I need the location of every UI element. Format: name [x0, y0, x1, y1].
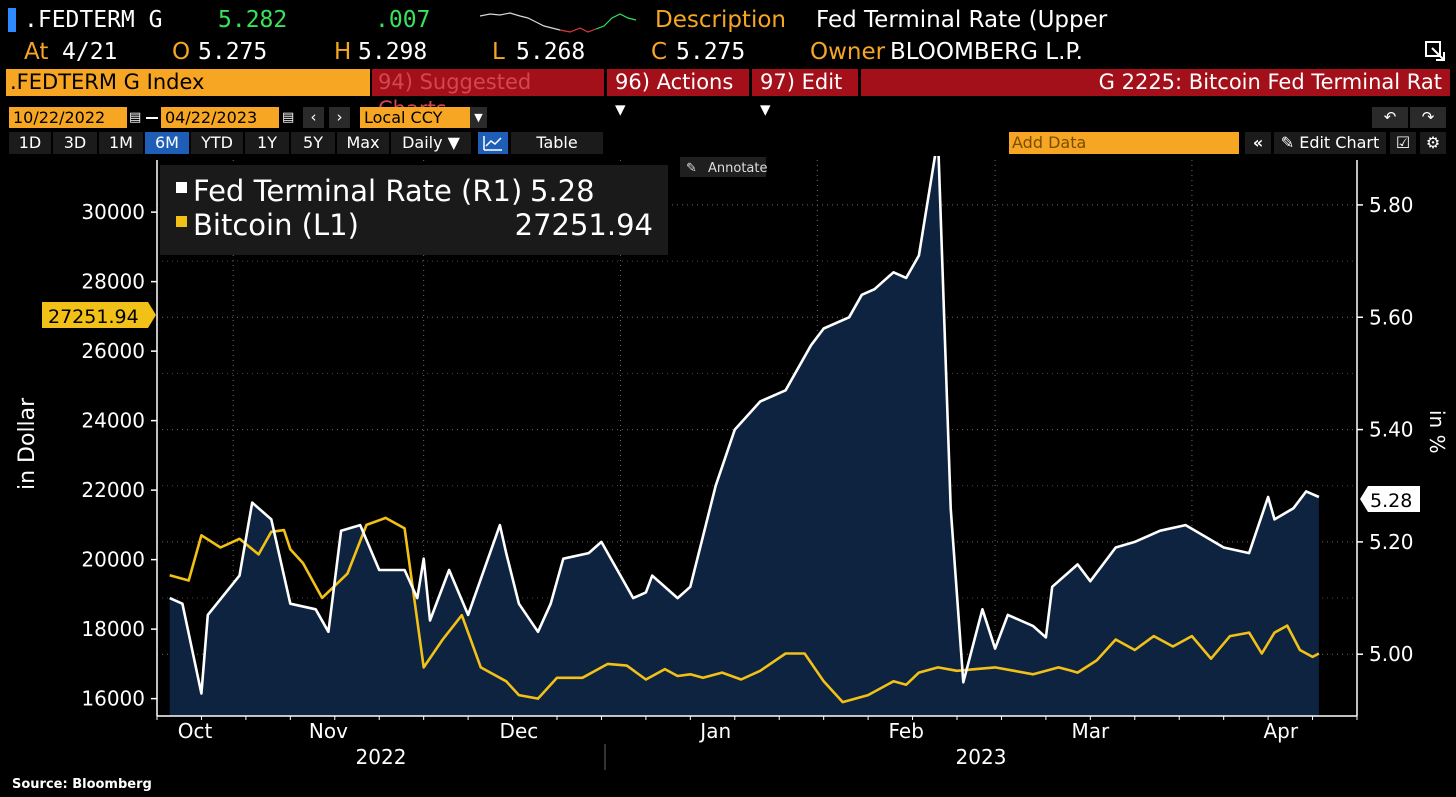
x-month-label: Oct	[178, 719, 213, 743]
currency-select[interactable]: Local CCY	[360, 107, 470, 128]
last-bitcoin-tag-bg	[42, 302, 156, 328]
pencil-icon: ✎	[1280, 133, 1295, 152]
add-data-input[interactable]: Add Data	[1009, 132, 1239, 154]
range-max[interactable]: Max	[337, 132, 389, 154]
left-tick-label: 16000	[81, 687, 145, 711]
edit-menu[interactable]: 97) Edit ▾	[752, 69, 858, 121]
end-calendar-icon[interactable]: ▤	[282, 110, 295, 125]
annotate-label[interactable]: Annotate	[708, 161, 767, 176]
range-ytd[interactable]: YTD	[191, 132, 243, 154]
annotate-button[interactable]	[680, 157, 766, 177]
actions-menu[interactable]: 96) Actions ▾	[607, 69, 749, 121]
description-value: Fed Terminal Rate (Upper	[816, 7, 1108, 33]
right-tick-label: 5.00	[1369, 642, 1414, 666]
suggested-charts-menu[interactable]: 94) Suggested Charts	[372, 69, 604, 121]
prev-period-button[interactable]: ‹	[303, 107, 324, 128]
range-1y[interactable]: 1Y	[245, 132, 289, 154]
open-value: 5.275	[198, 39, 268, 65]
left-tick-label: 20000	[81, 548, 145, 572]
description-label: Description	[655, 7, 786, 33]
index-name-field[interactable]: .FEDTERM G Index	[6, 69, 370, 96]
popout-icon[interactable]	[1424, 40, 1446, 62]
chart-axes	[151, 160, 1363, 720]
chart-area: 30000 28000 26000 24000 22000 20000 18000 16000…	[12, 156, 1449, 792]
price-change: .007	[375, 7, 431, 33]
date-separator	[146, 117, 158, 119]
x-month-label: Feb	[888, 719, 923, 743]
left-tick-label: 30000	[81, 200, 145, 224]
sparkline	[480, 12, 637, 33]
range-1m[interactable]: 1M	[99, 132, 143, 154]
start-date-input[interactable]: 10/22/2022	[9, 107, 127, 128]
start-calendar-icon[interactable]: ▤	[129, 110, 142, 125]
x-month-label: Dec	[500, 719, 539, 743]
currency-dropdown-icon[interactable]: ▼	[470, 107, 487, 128]
at-label: At	[24, 39, 49, 65]
owner-value: BLOOMBERG L.P.	[890, 39, 1083, 65]
period-select[interactable]: Daily ▼	[391, 132, 471, 154]
range-6m[interactable]: 6M	[145, 132, 189, 154]
fed-rate-area	[169, 156, 1319, 716]
chart-title-bar: G 2225: Bitcoin Fed Terminal Rat	[861, 69, 1450, 96]
x-month-label: Jan	[698, 719, 731, 743]
ticker-symbol[interactable]: .FEDTERM G	[24, 7, 163, 33]
last-fed-tag: 5.28	[1370, 490, 1412, 512]
left-tick-label: 26000	[81, 339, 145, 363]
range-1d[interactable]: 1D	[9, 132, 51, 154]
left-tick-label: 24000	[81, 409, 145, 433]
chart-settings-icon[interactable]: ☑	[1390, 132, 1416, 154]
range-3d[interactable]: 3D	[53, 132, 97, 154]
end-date-input[interactable]: 04/22/2023	[161, 107, 279, 128]
bitcoin-line	[169, 516, 1320, 704]
gear-icon[interactable]: ⚙	[1420, 132, 1446, 154]
high-value: 5.298	[358, 39, 428, 65]
right-tick-label: 5.20	[1369, 530, 1414, 554]
legend-swatch-fed	[176, 182, 187, 193]
low-label: L	[492, 39, 505, 65]
left-tick-label: 18000	[81, 617, 145, 641]
right-tick-label: 5.80	[1369, 193, 1414, 217]
ticker-marker	[8, 8, 16, 32]
left-axis-title: in Dollar	[15, 397, 40, 490]
close-label: C	[651, 39, 668, 65]
source-note: Source: Bloomberg	[12, 777, 152, 792]
close-value: 5.275	[676, 39, 746, 65]
low-value: 5.268	[516, 39, 586, 65]
last-fed-tag-bg	[1360, 486, 1420, 512]
redo-button[interactable]: ↷	[1410, 107, 1446, 128]
legend-bitcoin-value: 27251.94	[515, 208, 653, 242]
open-label: O	[172, 39, 191, 65]
undo-button[interactable]: ↶	[1372, 107, 1408, 128]
edit-chart-label: Edit Chart	[1299, 133, 1380, 152]
edit-chart-button[interactable]: ✎ Edit Chart	[1274, 132, 1386, 154]
left-tick-label: 28000	[81, 270, 145, 294]
legend-fed-name: Fed Terminal Rate (R1)	[193, 174, 522, 208]
x-month-label: Nov	[309, 719, 348, 743]
owner-label: Owner	[810, 39, 886, 65]
fed-rate-line	[169, 156, 1320, 695]
range-5y[interactable]: 5Y	[291, 132, 335, 154]
left-tick-label: 22000	[81, 478, 145, 502]
legend-fed-value: 5.28	[530, 174, 595, 208]
legend-swatch-bitcoin	[176, 216, 187, 227]
last-price: 5.282	[218, 7, 288, 33]
x-month-label: Mar	[1071, 719, 1110, 743]
right-tick-label: 5.60	[1369, 305, 1414, 329]
table-button[interactable]: Table	[511, 132, 603, 154]
right-tick-label: 5.40	[1369, 418, 1414, 442]
legend-bitcoin-name: Bitcoin (L1)	[193, 208, 359, 242]
legend-box	[160, 165, 668, 255]
year-label-2022: 2022	[356, 745, 407, 769]
line-chart-icon[interactable]	[478, 132, 508, 154]
x-month-label: Apr	[1264, 719, 1299, 743]
last-bitcoin-tag: 27251.94	[48, 306, 139, 328]
annotate-pencil-icon: ✎	[686, 161, 697, 176]
collapse-icon[interactable]: «	[1245, 132, 1271, 154]
next-period-button[interactable]: ›	[329, 107, 350, 128]
right-axis-title: in %	[1425, 410, 1449, 454]
at-value: 4/21	[62, 39, 118, 65]
year-label-2023: 2023	[956, 745, 1007, 769]
high-label: H	[334, 39, 352, 65]
